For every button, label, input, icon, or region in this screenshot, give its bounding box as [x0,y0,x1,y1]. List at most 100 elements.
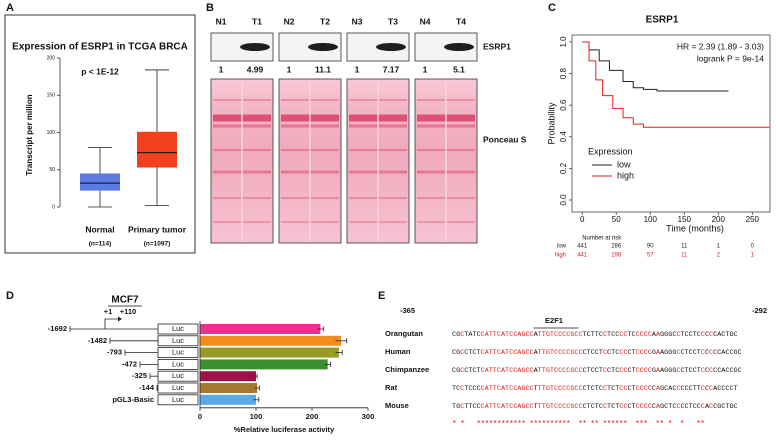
nucleotide: T [550,403,554,411]
nucleotide: T [538,331,542,339]
category-note: (n=114) [89,241,112,248]
nucleotide: A [652,331,657,339]
nucleotide: C [587,331,591,339]
nucleotide: G [672,349,676,357]
luc-box [157,382,199,394]
nucleotide: C [460,331,464,339]
nucleotide: C [578,403,582,411]
x-axis-label: Time (months) [666,223,724,233]
nucleotide: T [489,367,493,375]
category-label: Primary tumor [128,224,187,234]
nucleotide: C [468,385,472,393]
nucleotide: C [672,331,676,339]
nucleotide: T [464,331,468,339]
nucleotide: C [558,403,562,411]
nucleotide: T [697,349,701,357]
nucleotide: A [501,331,506,339]
nucleotide: C [476,403,480,411]
nucleotide: G [729,403,733,411]
blot-band [240,43,270,51]
nucleotide: C [554,349,558,357]
band-ratio: 7.17 [383,64,400,74]
nucleotide: A [656,331,661,339]
nucleotide: A [485,331,490,339]
nucleotide: T [464,403,468,411]
nucleotide: C [705,367,709,375]
luc-box [157,370,199,382]
nucleotide: C [607,349,611,357]
nucleotide: G [660,385,664,393]
position-label: -292 [752,306,767,315]
nucleotide: C [648,385,652,393]
nucleotide: G [570,331,574,339]
nucleotide: T [493,367,497,375]
nucleotide: C [574,367,578,375]
nucleotide: C [574,403,578,411]
nucleotide: T [489,331,493,339]
risk-value: 1 [751,253,755,259]
nucleotide: A [668,385,673,393]
nucleotide: C [676,385,680,393]
box [137,131,177,168]
nucleotide: C [509,367,513,375]
position-label: -365 [400,306,415,315]
survival-curve [582,41,770,128]
luc-label: Luc [172,348,184,357]
y-tick-label: 0.2 [559,162,568,174]
nucleotide: C [566,403,570,411]
nucleotide: G [717,403,721,411]
nucleotide: G [570,385,574,393]
nucleotide: T [542,385,546,393]
survival-curve [582,41,729,92]
nucleotide: A [721,367,726,375]
nucleotide: C [709,349,713,357]
nucleotide: C [734,403,738,411]
panel-label: D [6,290,14,302]
nucleotide: A [485,367,490,375]
nucleotide: A [517,403,522,411]
x-tick-label: 200 [306,412,319,421]
nucleotide: G [668,349,672,357]
nucleotide: A [721,349,726,357]
risk-value: 11 [681,253,688,259]
nucleotide: C [664,403,668,411]
species-label: Mouse [385,401,409,410]
nucleotide: C [627,367,631,375]
risk-value: 286 [611,244,622,250]
nucleotide: C [640,331,644,339]
nucleotide: C [729,349,733,357]
nucleotide: C [525,331,529,339]
nucleotide: C [530,367,534,375]
nucleotide: C [509,403,513,411]
nucleotide: C [713,349,717,357]
nucleotide: G [570,403,574,411]
nucleotide: C [644,367,648,375]
nucleotide: C [472,385,476,393]
band-ratio: 1 [219,64,224,74]
construct-label: -144 [139,383,155,392]
nucleotide: C [685,331,689,339]
construct-label: -472 [122,359,137,368]
species-label: Rat [385,383,398,392]
nucleotide: T [689,403,693,411]
box [80,173,120,191]
sequence: CGCTATCCATTCATCCAGCCATTGTCCCCGCCTCTTCCTC… [452,331,738,339]
nucleotide: C [672,403,676,411]
nucleotide: C [636,367,640,375]
nucleotide: T [615,403,619,411]
nucleotide: G [734,367,738,375]
nucleotide: C [623,331,627,339]
legend-label: low [617,159,631,169]
conservation: * * ************ ********** ** ** ******… [452,420,705,429]
nucleotide: T [599,367,603,375]
bar [200,371,256,382]
nucleotide: C [676,367,680,375]
nucleotide: C [676,403,680,411]
nucleotide: C [464,349,468,357]
nucleotide: C [452,367,456,375]
nucleotide: C [595,367,599,375]
nucleotide: C [595,349,599,357]
nucleotide: C [623,403,627,411]
